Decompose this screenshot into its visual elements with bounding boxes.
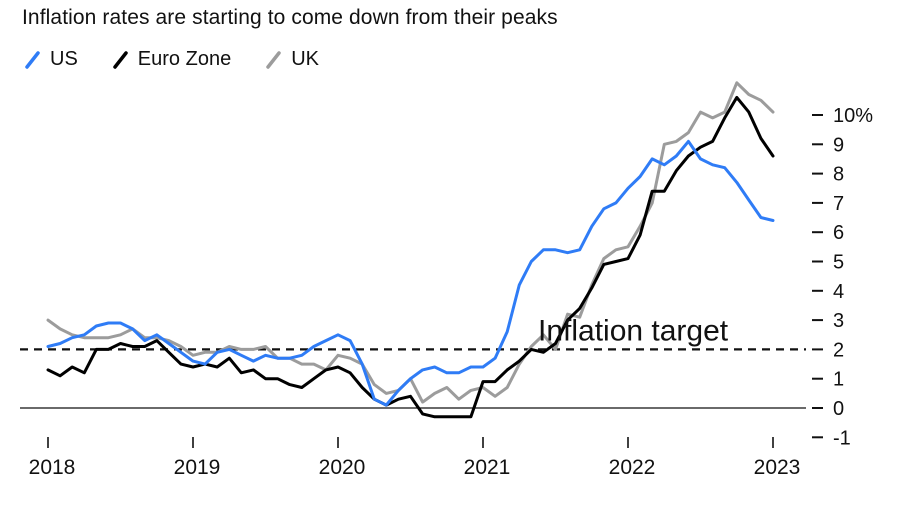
y-tick-label: 7: [833, 193, 844, 215]
legend: US Euro Zone UK: [24, 48, 319, 71]
x-tick-label: 2022: [609, 456, 656, 479]
uk-line-icon: [266, 50, 281, 69]
legend-item-euro-zone: Euro Zone: [112, 48, 231, 71]
y-tick-label: 0: [833, 398, 844, 420]
series-line-euro-zone: [46, 95, 775, 419]
series-line-us: [46, 139, 775, 407]
legend-item-us: US: [24, 48, 78, 71]
legend-item-uk: UK: [265, 48, 319, 71]
x-tick-label: 2020: [319, 456, 366, 479]
legend-label-us: US: [50, 48, 78, 70]
y-tick-label: 4: [833, 281, 844, 303]
euro-zone-line-icon: [113, 50, 128, 69]
x-tick-label: 2023: [754, 456, 801, 479]
y-tick-label: -1: [833, 427, 851, 449]
x-tick-label: 2021: [464, 456, 511, 479]
y-tick-label: 1: [833, 369, 844, 391]
legend-label-uk: UK: [291, 48, 319, 70]
y-tick-label: 5: [833, 252, 844, 274]
inflation-target-label: Inflation target: [538, 314, 729, 347]
x-tick-label: 2019: [174, 456, 221, 479]
y-tick-label: 2: [833, 339, 844, 361]
chart-title: Inflation rates are starting to come dow…: [22, 6, 558, 29]
x-tick-label: 2018: [29, 456, 76, 479]
y-tick-label: 8: [833, 164, 844, 186]
legend-label-euro-zone: Euro Zone: [137, 48, 232, 70]
y-tick-label: 10%: [833, 105, 873, 127]
series-line-uk: [46, 81, 775, 404]
y-tick-label: 9: [833, 134, 844, 156]
us-line-icon: [25, 50, 40, 69]
y-tick-label: 3: [833, 310, 844, 332]
y-tick-label: 6: [833, 222, 844, 244]
